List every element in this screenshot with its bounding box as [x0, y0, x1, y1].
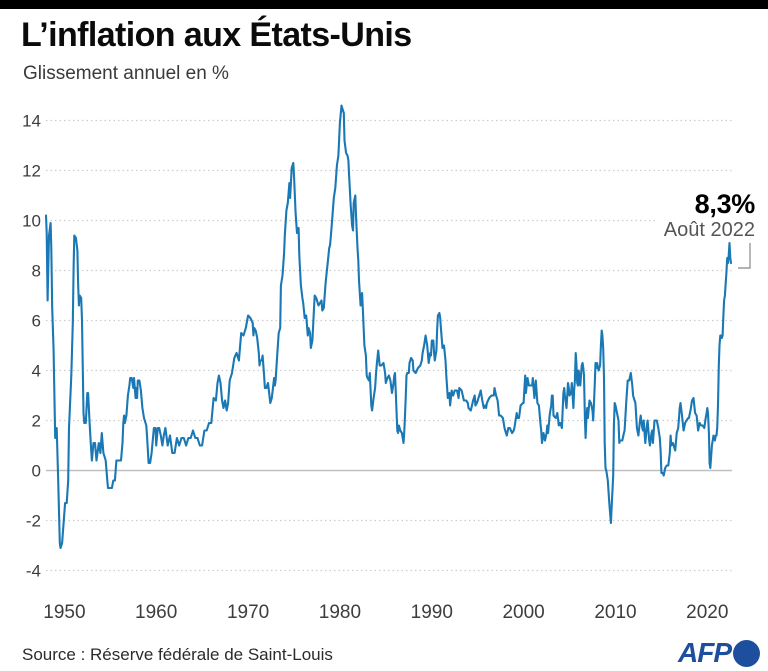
top-accent-bar [0, 0, 768, 9]
chart-title: L’inflation aux États-Unis [21, 16, 412, 54]
x-tick-label: 1990 [411, 602, 453, 623]
x-tick-label: 1970 [227, 602, 269, 623]
afp-globe-icon [733, 639, 760, 667]
x-tick-label: 1950 [43, 602, 85, 623]
y-tick-label: 4 [32, 362, 41, 381]
inflation-line [44, 104, 733, 550]
afp-logo-text: AFP [678, 637, 732, 668]
x-tick-label: 2010 [594, 602, 636, 623]
source-note: Source : Réserve fédérale de Saint-Louis [22, 645, 333, 664]
latest-date-label: Août 2022 [657, 219, 755, 242]
x-tick-label: 2020 [686, 602, 728, 623]
y-tick-label: 6 [32, 312, 41, 331]
annotation-connector [738, 243, 751, 269]
y-tick-label: 0 [32, 462, 41, 481]
y-tick-label: 12 [22, 162, 41, 181]
x-tick-label: 2000 [502, 602, 544, 623]
y-tick-label: 8 [32, 262, 41, 281]
y-tick-label: 14 [22, 112, 41, 131]
chart-subtitle: Glissement annuel en % [23, 63, 229, 84]
x-tick-label: 1980 [319, 602, 361, 623]
y-tick-label: -4 [26, 562, 41, 581]
x-tick-label: 1960 [135, 602, 177, 623]
y-tick-label: 10 [22, 212, 41, 231]
latest-value-label: 8,3% [694, 189, 756, 219]
y-tick-label: -2 [26, 512, 41, 531]
y-tick-label: 2 [32, 412, 41, 431]
afp-logo: AFP [678, 637, 760, 669]
